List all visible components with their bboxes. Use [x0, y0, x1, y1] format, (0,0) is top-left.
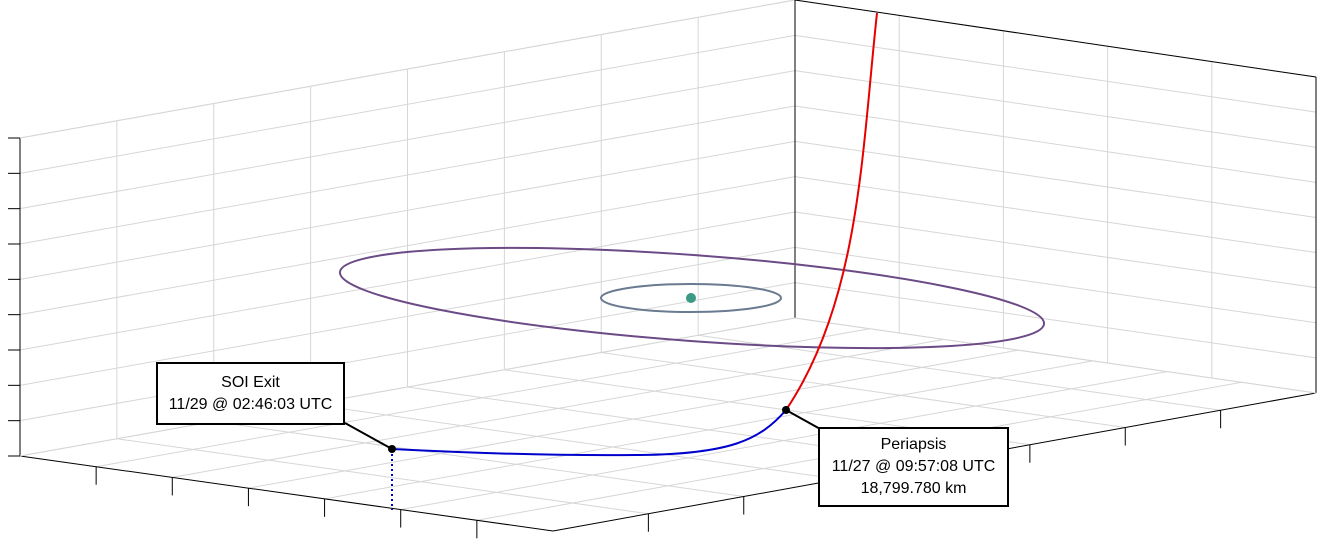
- grid-line: [19, 34, 796, 174]
- periapsis-marker: [782, 406, 790, 414]
- central-body: [686, 293, 696, 303]
- periapsis-callout: Periapsis 11/27 @ 09:57:08 UTC 18,799.78…: [818, 427, 1009, 507]
- box-edge: [19, 0, 796, 139]
- soi-exit-leader: [344, 422, 393, 450]
- grid-line: [96, 328, 870, 468]
- grid-line: [794, 176, 1317, 254]
- back-wall: [19, 0, 796, 457]
- grid-line: [19, 70, 796, 210]
- floor-grid: [19, 0, 1317, 532]
- grid-line: [19, 282, 796, 422]
- soi-exit-callout: SOI Exit 11/29 @ 02:46:03 UTC: [156, 362, 345, 425]
- grid-line: [310, 403, 840, 480]
- grid-line: [19, 211, 796, 351]
- grid-line: [116, 438, 649, 515]
- grid-line: [19, 246, 796, 386]
- grid-line: [698, 334, 1221, 411]
- box-edge: [794, 317, 1317, 394]
- grid-line: [794, 34, 1317, 113]
- soi-exit-marker: [388, 445, 396, 453]
- grid-line: [601, 352, 1126, 428]
- soi-exit-time: 11/29 @ 02:46:03 UTC: [168, 396, 333, 413]
- grid-line: [19, 176, 796, 316]
- grid-line: [19, 105, 796, 245]
- grid-line: [794, 140, 1317, 218]
- grid-line: [19, 140, 796, 280]
- grid-line: [794, 282, 1317, 359]
- grid-line: [794, 211, 1317, 289]
- soi-exit-title: SOI Exit: [221, 374, 280, 391]
- inner-orbit: [600, 283, 782, 313]
- grid-line: [248, 349, 1019, 489]
- grid-line: [400, 371, 1168, 511]
- outer-orbit: [338, 246, 1046, 350]
- grid-line: [213, 421, 744, 497]
- incoming-trajectory: [785, 12, 878, 411]
- grid-line: [794, 105, 1317, 183]
- box-edge: [794, 0, 1317, 78]
- box-edge: [19, 455, 554, 532]
- periapsis-title: Periapsis: [880, 436, 947, 453]
- grid-line: [172, 338, 944, 478]
- periapsis-altitude: 18,799.780 km: [860, 480, 967, 497]
- periapsis-leader: [785, 409, 823, 431]
- grid-line: [324, 360, 1093, 500]
- outgoing-trajectory: [391, 409, 787, 457]
- periapsis-time: 11/27 @ 09:57:08 UTC: [831, 458, 996, 475]
- box-edge: [19, 317, 796, 457]
- grid-line: [794, 246, 1317, 324]
- grid-line: [794, 70, 1317, 148]
